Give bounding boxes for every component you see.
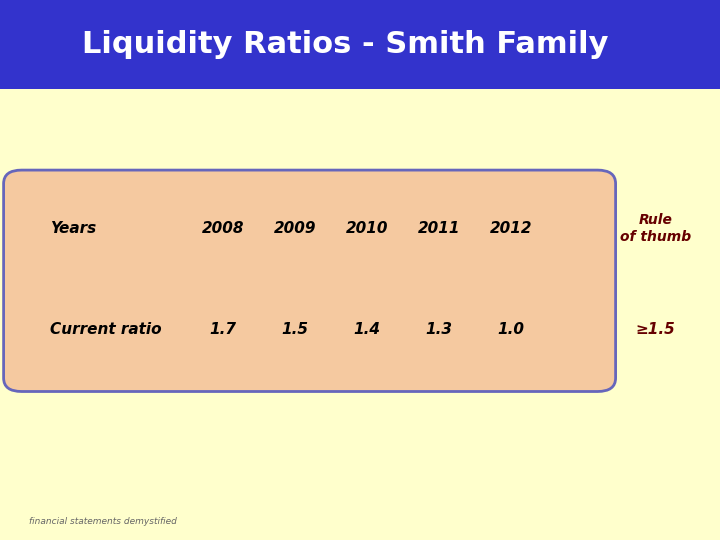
Text: 1.0: 1.0 <box>498 322 525 337</box>
Text: Years: Years <box>50 221 96 236</box>
Text: 1.3: 1.3 <box>426 322 453 337</box>
Text: 2009: 2009 <box>274 221 317 236</box>
Text: 2012: 2012 <box>490 221 533 236</box>
Text: Rule
of thumb: Rule of thumb <box>620 213 690 244</box>
Text: 1.5: 1.5 <box>282 322 309 337</box>
Text: financial statements demystified: financial statements demystified <box>29 517 176 526</box>
Text: Current ratio: Current ratio <box>50 322 162 337</box>
Text: 1.4: 1.4 <box>354 322 381 337</box>
Text: 2011: 2011 <box>418 221 461 236</box>
Text: 1.7: 1.7 <box>210 322 237 337</box>
Text: 2010: 2010 <box>346 221 389 236</box>
Text: ≥1.5: ≥1.5 <box>635 322 675 337</box>
Text: Liquidity Ratios - Smith Family: Liquidity Ratios - Smith Family <box>82 30 609 59</box>
Text: 2008: 2008 <box>202 221 245 236</box>
